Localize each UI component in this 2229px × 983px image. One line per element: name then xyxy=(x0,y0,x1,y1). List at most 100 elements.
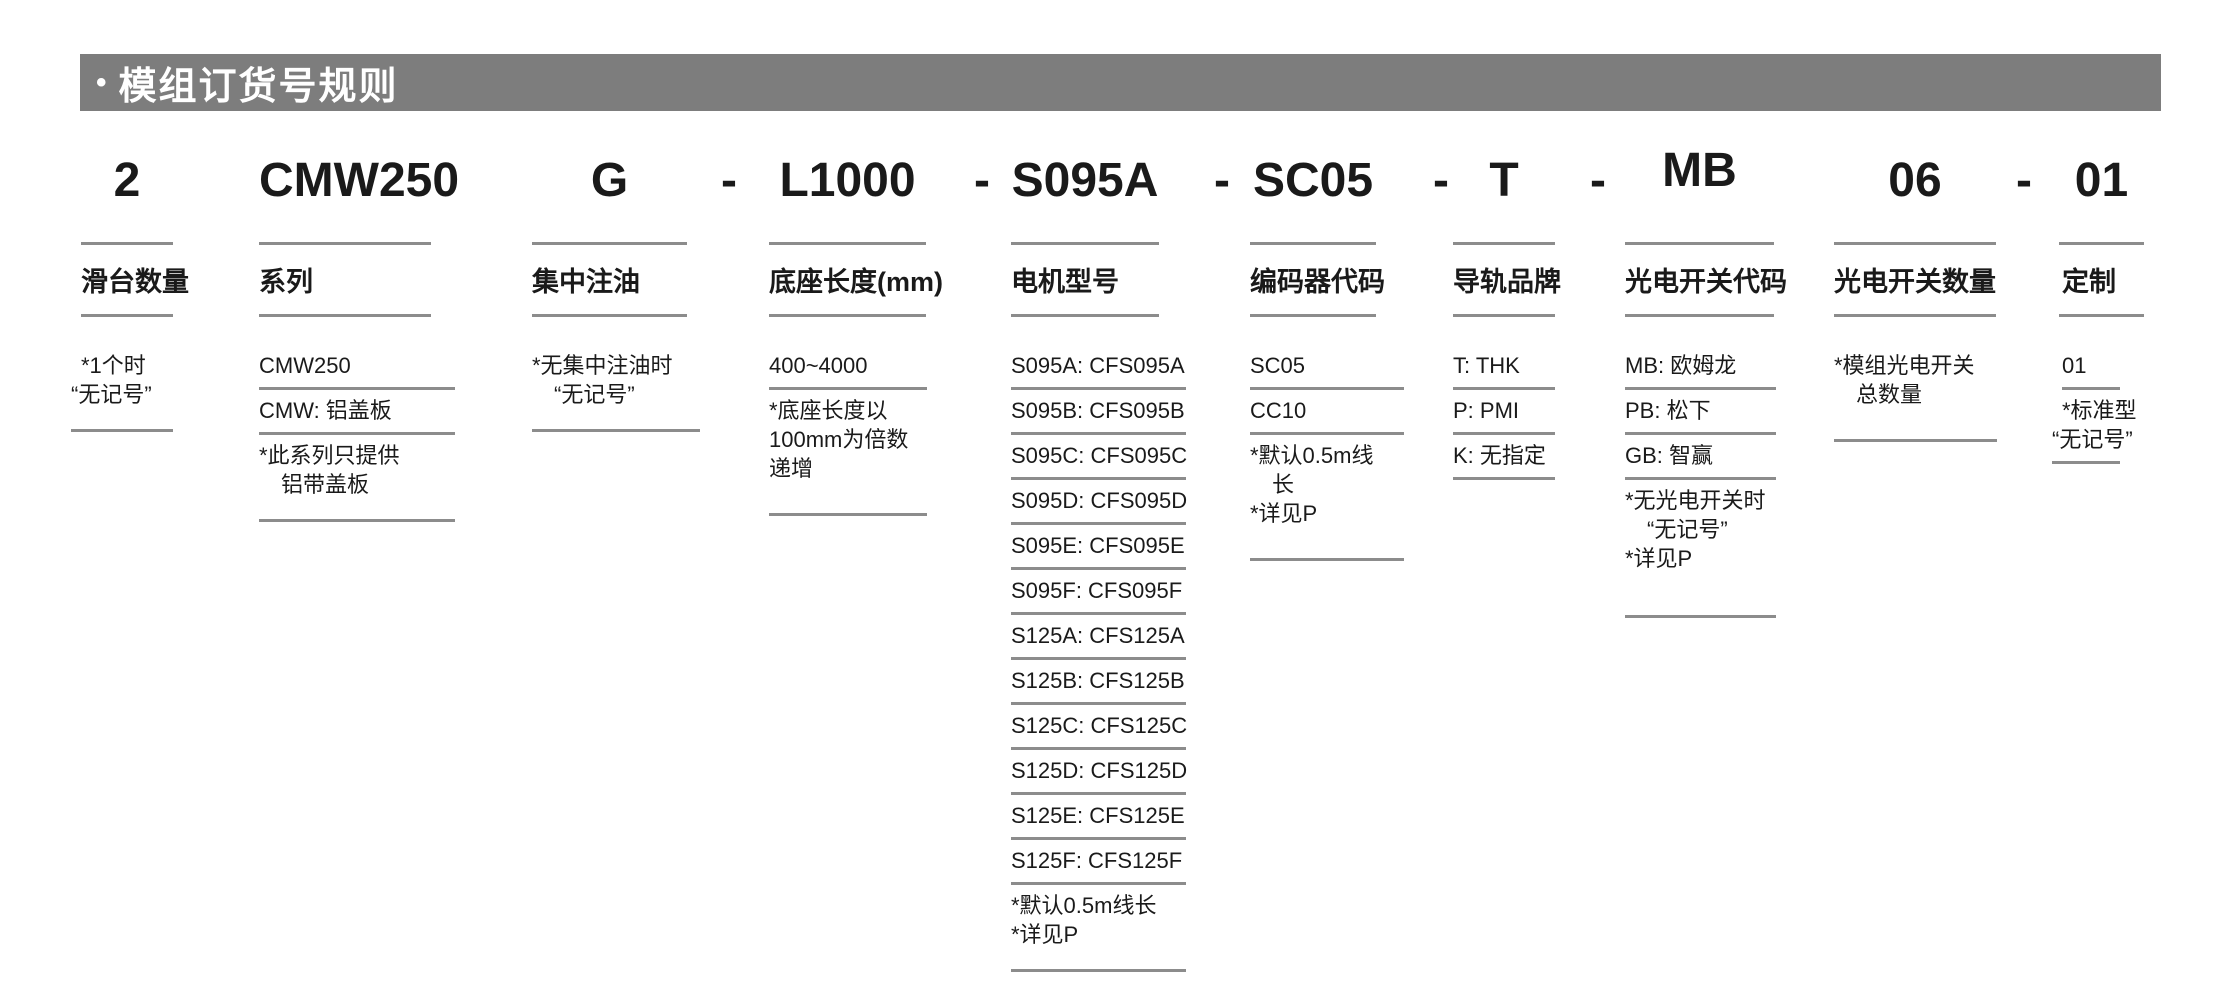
code-segment-encoder-code: SC05 xyxy=(1252,154,1374,207)
column-photo-switch-qty-options: *模组光电开关 总数量 xyxy=(1834,351,1997,448)
label-underline xyxy=(1250,314,1376,317)
option-line: S095B: CFS095B xyxy=(1011,396,1186,435)
code-underline xyxy=(2059,242,2144,245)
option-line: “无记号” xyxy=(1647,517,1728,542)
option-line: S125A: CFS125A xyxy=(1011,621,1186,660)
code-segment-lubrication: G xyxy=(590,154,629,207)
option-line: S125D: CFS125D xyxy=(1011,756,1187,795)
option-line: 递增 xyxy=(769,454,927,516)
column-label-photo-switch-code: 光电开关代码 xyxy=(1625,267,1787,297)
code-underline xyxy=(259,242,431,245)
code-segment-custom: 01 xyxy=(2074,154,2129,207)
code-segment-motor-model: S095A xyxy=(1011,154,1159,207)
code-segment-photo-switch-qty: 06 xyxy=(1888,154,1942,207)
code-underline xyxy=(81,242,173,245)
option-line: GB: 智赢 xyxy=(1625,441,1776,480)
option-line: MB: 欧姆龙 xyxy=(1625,351,1776,390)
column-label-series: 系列 xyxy=(259,267,313,297)
option-line: 长 xyxy=(1272,472,1295,497)
column-slide-count-options: *1个时 “无记号” xyxy=(71,351,173,438)
bullet-icon: • xyxy=(96,66,109,99)
option-line: CMW250 xyxy=(259,351,455,390)
option-line: 01 xyxy=(2062,351,2120,390)
option-line: *标准型 xyxy=(2062,398,2137,423)
code-underline xyxy=(769,242,926,245)
section-title: 模组订货号规则 xyxy=(118,66,399,108)
option-line: *此系列只提供 xyxy=(259,443,400,468)
column-label-rail-brand: 导轨品牌 xyxy=(1453,267,1561,297)
code-underline xyxy=(1250,242,1376,245)
option-line: *默认0.5m线 xyxy=(1250,443,1374,468)
column-lubrication-options: *无集中注油时 “无记号” xyxy=(532,351,700,438)
option-line: 铝带盖板 xyxy=(259,470,455,522)
code-underline xyxy=(1625,242,1774,245)
option-line: *详见P xyxy=(1250,499,1404,561)
option-line: T: THK xyxy=(1453,351,1555,390)
column-label-slide-count: 滑台数量 xyxy=(81,267,189,297)
column-label-lubrication: 集中注油 xyxy=(532,267,640,297)
label-underline xyxy=(1834,314,1996,317)
column-label-photo-switch-qty: 光电开关数量 xyxy=(1834,267,1996,297)
label-underline xyxy=(1453,314,1555,317)
column-rail-brand-options: T: THK P: PMI K: 无指定 xyxy=(1453,351,1555,486)
code-separator-dash: - xyxy=(974,154,990,207)
code-segment-photo-switch-code: MB xyxy=(1662,144,1737,197)
column-series-options: CMW250 CMW: 铝盖板 *此系列只提供 铝带盖板 xyxy=(259,351,455,528)
column-label-encoder-code: 编码器代码 xyxy=(1250,267,1385,297)
option-line: *底座长度以 xyxy=(769,398,888,423)
option-line: S095F: CFS095F xyxy=(1011,576,1186,615)
column-photo-switch-code-options: MB: 欧姆龙 PB: 松下 GB: 智赢 *无光电开关时 “无记号” *详见P xyxy=(1625,351,1776,624)
code-separator-dash: - xyxy=(1433,154,1449,207)
option-line: *默认0.5m线长 xyxy=(1011,893,1157,918)
label-underline xyxy=(2059,314,2144,317)
option-line: *无光电开关时 xyxy=(1625,488,1766,513)
option-line: S125E: CFS125E xyxy=(1011,801,1186,840)
code-segment-base-length: L1000 xyxy=(779,154,916,207)
option-line: *详见P xyxy=(1625,544,1776,618)
column-custom-options: 01 *标准型 “无记号” xyxy=(2052,351,2137,470)
option-line: *详见P xyxy=(1011,920,1186,972)
column-base-length-options: 400~4000 *底座长度以 100mm为倍数 递增 xyxy=(769,351,927,522)
option-line: S125F: CFS125F xyxy=(1011,846,1186,885)
code-underline xyxy=(532,242,687,245)
option-line: P: PMI xyxy=(1453,396,1555,435)
option-line: S095E: CFS095E xyxy=(1011,531,1186,570)
option-line: S125B: CFS125B xyxy=(1011,666,1186,705)
option-line: “无记号” xyxy=(71,380,173,432)
option-line: CC10 xyxy=(1250,396,1404,435)
option-line: S095D: CFS095D xyxy=(1011,486,1187,525)
column-label-motor-model: 电机型号 xyxy=(1011,267,1119,297)
option-line: SC05 xyxy=(1250,351,1404,390)
code-underline xyxy=(1834,242,1996,245)
label-underline xyxy=(259,314,431,317)
option-line: 总数量 xyxy=(1834,380,1997,442)
option-line: S095C: CFS095C xyxy=(1011,441,1187,480)
code-underline xyxy=(1011,242,1159,245)
code-segment-series: CMW250 xyxy=(259,154,460,207)
column-motor-model-options: S095A: CFS095A S095B: CFS095B S095C: CFS… xyxy=(1011,351,1187,978)
label-underline xyxy=(1625,314,1774,317)
option-line: *模组光电开关 xyxy=(1834,353,1975,378)
label-underline xyxy=(769,314,926,317)
code-segment-rail-brand: T xyxy=(1489,154,1519,207)
label-underline xyxy=(1011,314,1159,317)
code-separator-dash: - xyxy=(2016,154,2032,207)
code-segment-slide-count: 2 xyxy=(113,154,141,207)
code-underline xyxy=(1453,242,1555,245)
option-line: CMW: 铝盖板 xyxy=(259,396,455,435)
option-line: “无记号” xyxy=(532,380,700,432)
option-line: *1个时 xyxy=(81,353,146,378)
option-line: K: 无指定 xyxy=(1453,441,1555,480)
code-separator-dash: - xyxy=(1214,154,1230,207)
option-line: S095A: CFS095A xyxy=(1011,351,1186,390)
column-encoder-code-options: SC05 CC10 *默认0.5m线 长 *详见P xyxy=(1250,351,1404,567)
code-separator-dash: - xyxy=(721,154,737,207)
option-line: S125C: CFS125C xyxy=(1011,711,1187,750)
code-separator-dash: - xyxy=(1590,154,1606,207)
column-label-custom: 定制 xyxy=(2062,267,2116,297)
option-line: *无集中注油时 xyxy=(532,353,673,378)
option-line: 400~4000 xyxy=(769,351,927,390)
option-line: “无记号” xyxy=(2052,425,2133,464)
option-line: 100mm为倍数 xyxy=(769,427,909,452)
